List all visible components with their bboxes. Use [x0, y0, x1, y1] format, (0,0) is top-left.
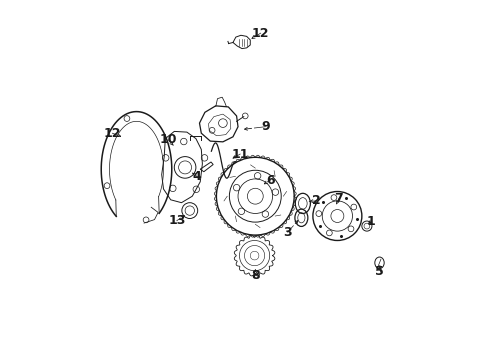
Text: 11: 11 — [231, 148, 248, 161]
Text: 12: 12 — [103, 127, 121, 140]
Text: 12: 12 — [251, 27, 269, 40]
Text: 5: 5 — [375, 265, 384, 278]
Text: 4: 4 — [192, 170, 201, 183]
Text: 9: 9 — [261, 120, 269, 133]
Text: 6: 6 — [265, 174, 274, 186]
Text: 2: 2 — [311, 194, 320, 207]
Text: 8: 8 — [250, 269, 259, 282]
Text: 10: 10 — [159, 133, 177, 146]
Text: 3: 3 — [283, 226, 291, 239]
Text: 7: 7 — [334, 192, 343, 205]
Text: 1: 1 — [366, 215, 375, 228]
Text: 13: 13 — [168, 214, 185, 227]
